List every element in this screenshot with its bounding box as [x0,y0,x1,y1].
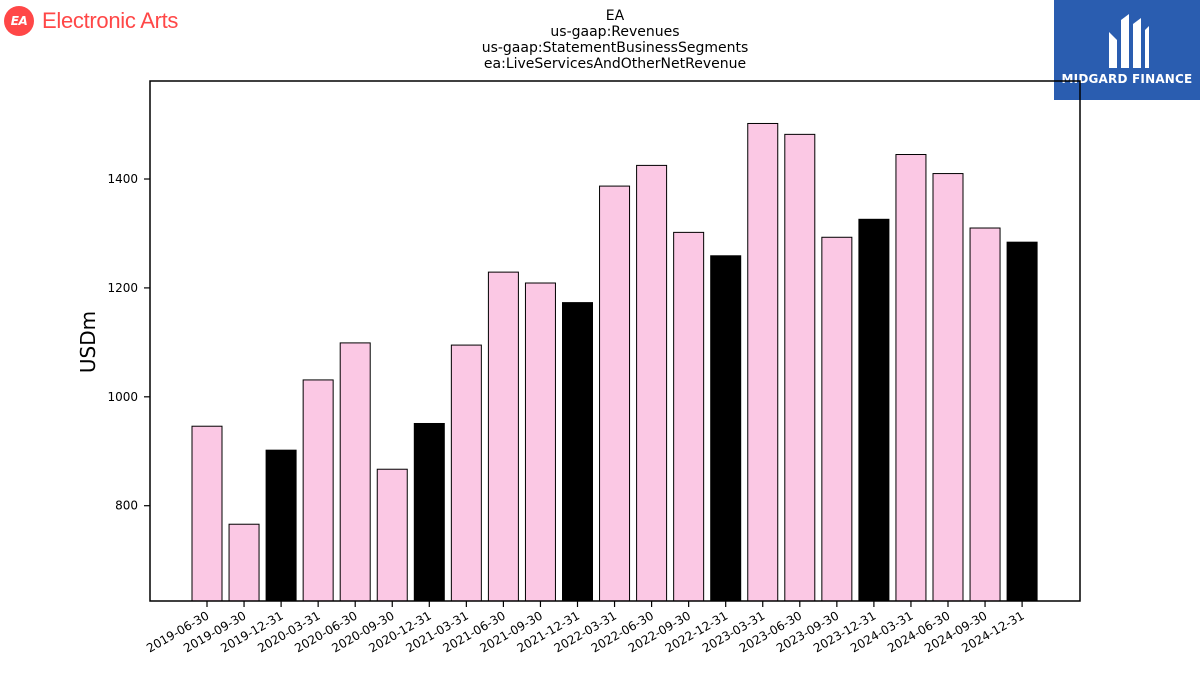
electronic-arts-logo: EA Electronic Arts [4,4,178,38]
bar-2024-06-30 [932,173,964,602]
bar-2024-09-30 [969,227,1001,602]
bar-2022-12-31 [710,255,742,602]
bar-2023-09-30 [821,236,853,602]
bar-2022-09-30 [673,231,705,602]
bar-2021-12-31 [562,302,593,602]
bar-2022-03-31 [599,185,631,602]
chart-title: EAus-gaap:Revenuesus-gaap:StatementBusin… [482,8,749,72]
chart-title-line: ea:LiveServicesAndOtherNetRevenue [484,56,746,72]
company-name: Electronic Arts [42,8,179,33]
bar-2023-03-31 [747,122,779,602]
brand-name: MIDGARD FINANCE [1061,72,1193,86]
chart-title-line: us-gaap:Revenues [550,24,679,40]
bar-2022-06-30 [636,164,668,602]
bar-2019-09-30 [228,523,260,602]
bar-2020-09-30 [376,468,408,602]
bar-2020-06-30 [339,342,371,602]
ea-badge-icon: EA [4,6,34,36]
bar-2021-03-31 [450,344,482,602]
bar-2024-03-31 [895,154,927,602]
y-tick-label: 800 [115,499,138,513]
bar-2021-09-30 [524,282,556,602]
bar-2023-12-31 [858,218,890,602]
bar-2020-03-31 [302,379,334,602]
y-tick-label: 1200 [107,281,138,295]
bar-2020-12-31 [413,422,445,602]
bar-series [191,122,1038,602]
y-tick-label: 1400 [107,172,138,186]
x-axis: 2019-06-302019-09-302019-12-312020-03-31… [144,601,1027,655]
bar-2023-06-30 [784,133,816,602]
y-axis-label: USDm [76,311,100,373]
midgard-finance-logo: MIDGARD FINANCE [1054,0,1200,100]
chart-title-line: EA [606,8,625,24]
y-tick-label: 1000 [107,390,138,404]
bar-2021-06-30 [487,271,519,602]
chart-title-line: us-gaap:StatementBusinessSegments [482,40,749,56]
bar-2019-06-30 [191,425,223,602]
y-axis: 800 1000 1200 1400 [107,172,150,513]
midgard-mark-icon [1109,14,1149,68]
bar-2019-12-31 [265,449,297,602]
bar-2024-12-31 [1006,241,1038,602]
